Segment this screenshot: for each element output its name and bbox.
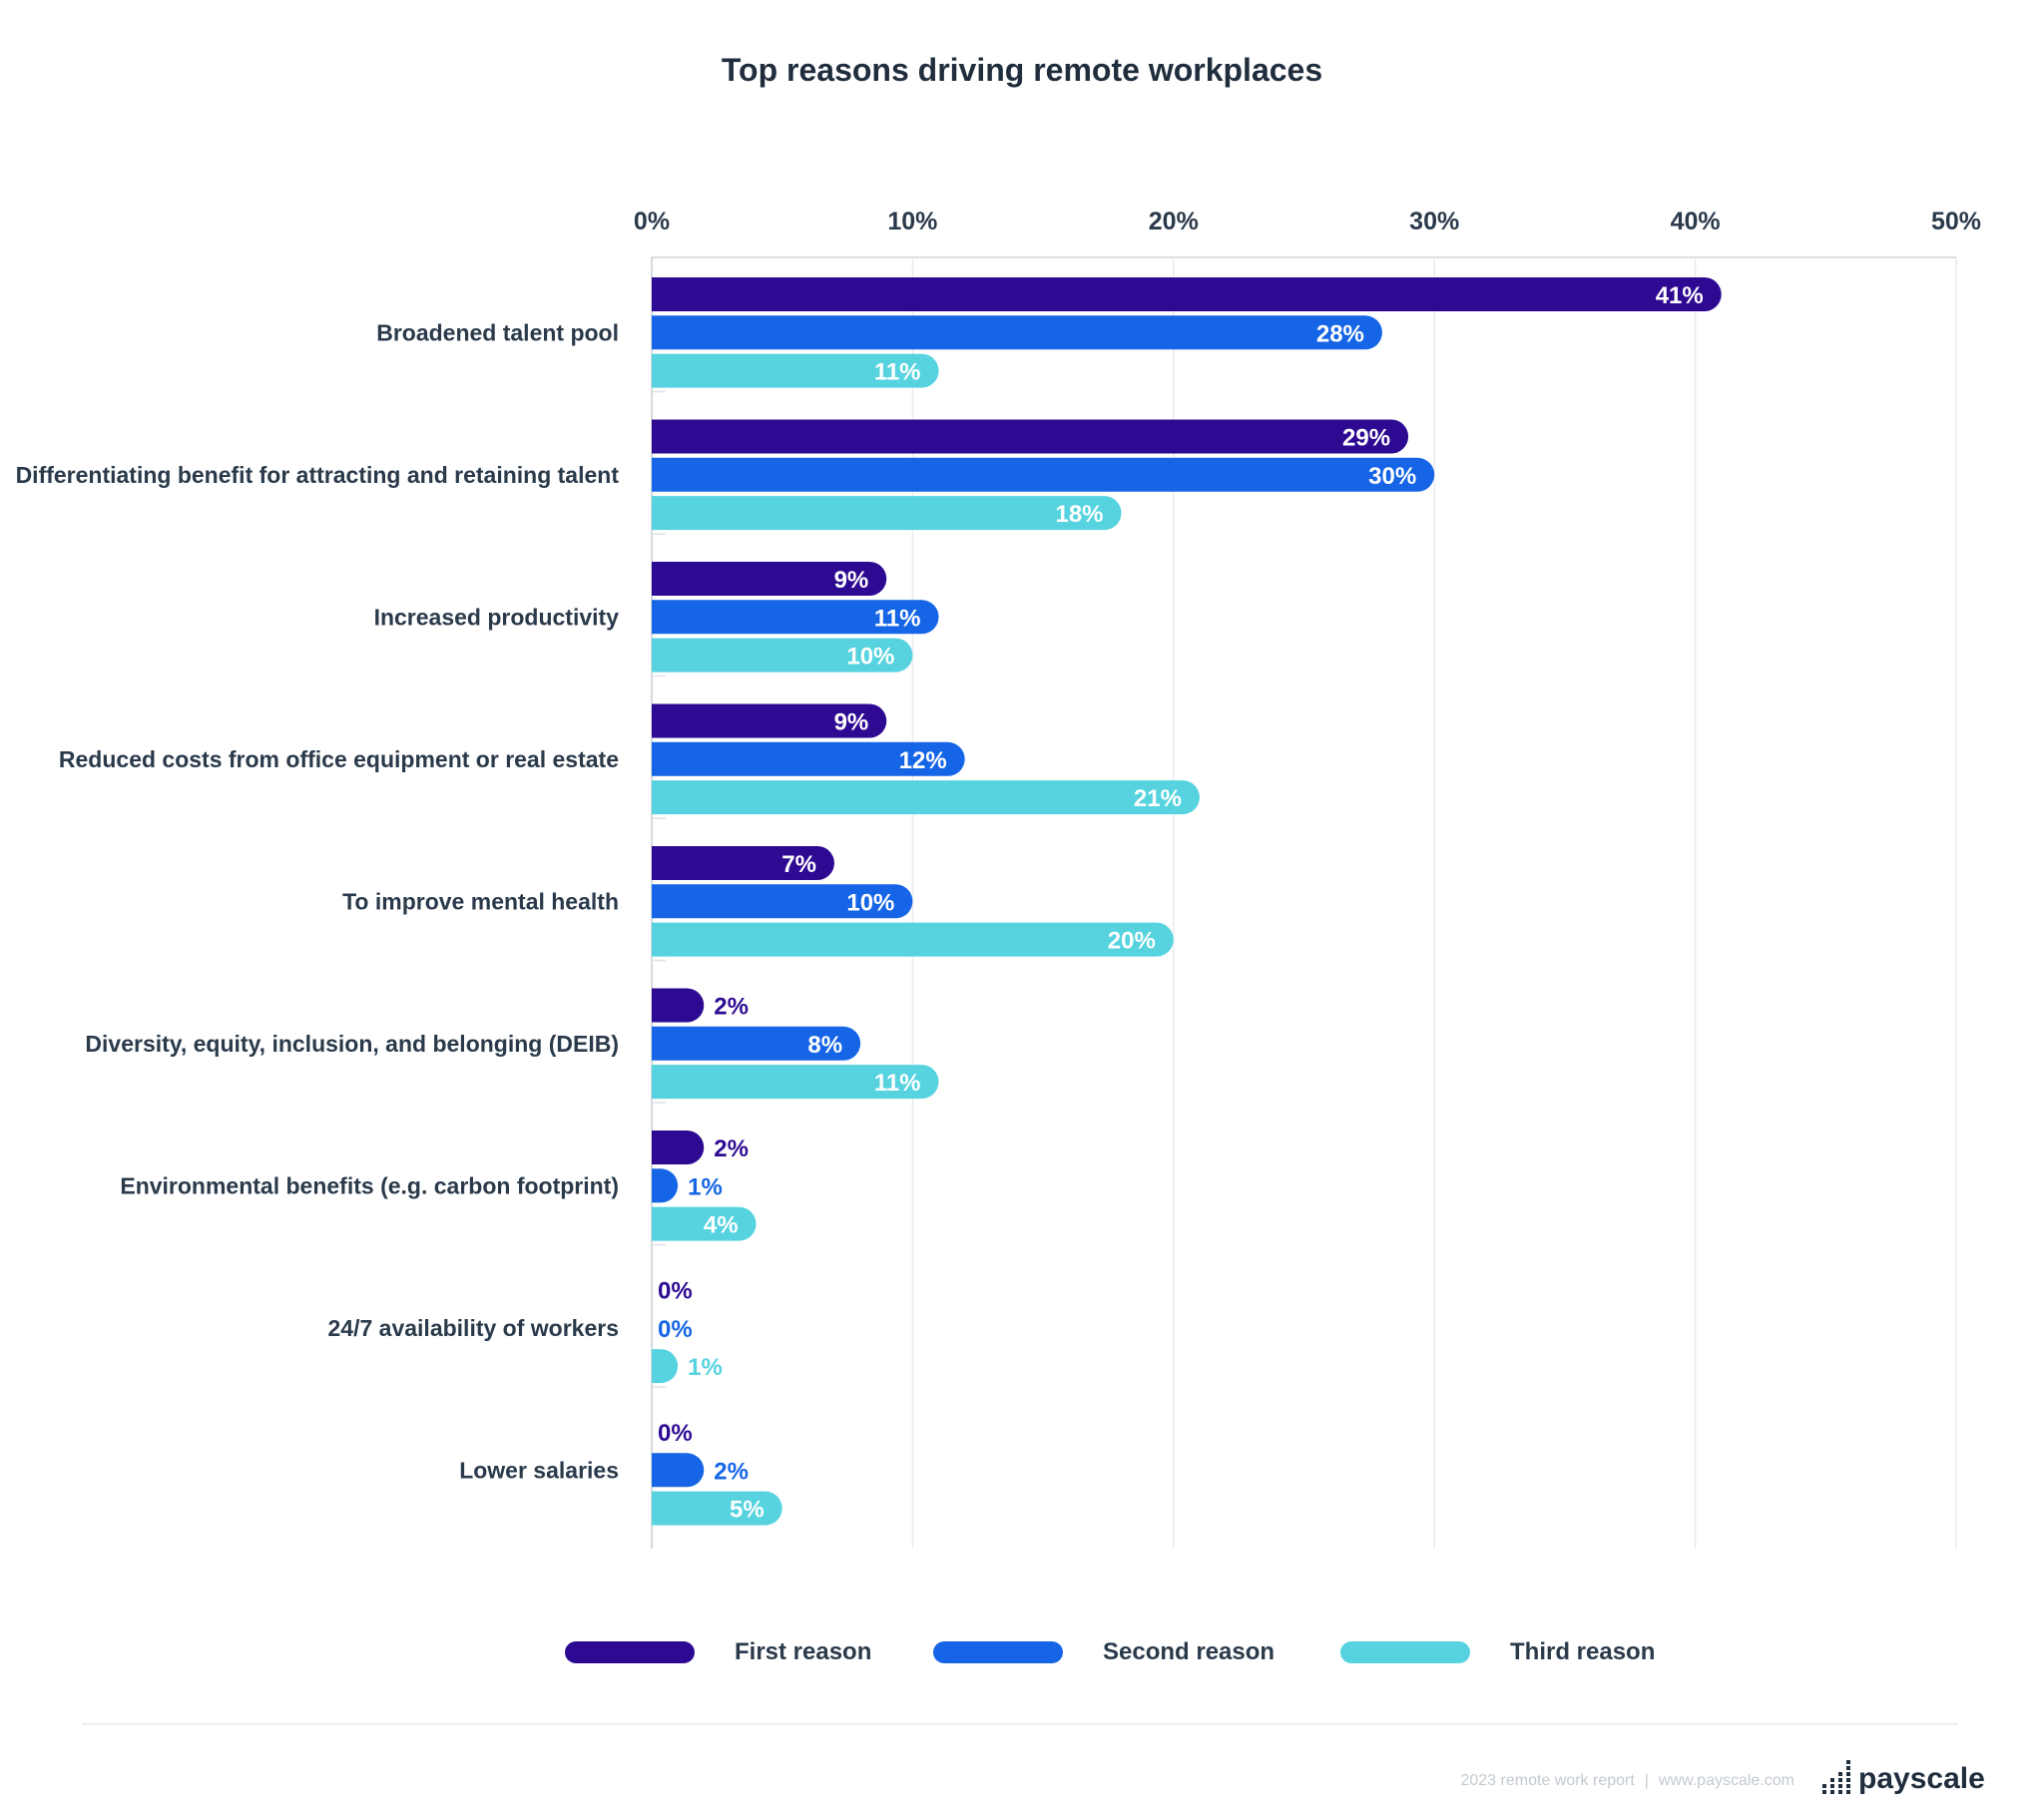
bar-value-label: 7% [781,851,816,878]
bar [652,1349,679,1384]
x-tick-label: 50% [1931,208,1981,235]
bar-value-label: 11% [874,605,921,632]
x-tick-label: 40% [1671,208,1721,235]
bar-value-label: 10% [846,644,894,671]
bar [652,496,1122,531]
category-label: 24/7 availability of workers [328,1315,619,1341]
category-labels: Broadened talent pool Differentiating ben… [16,319,620,1483]
legend-swatch-first [565,1641,695,1663]
category-label: Increased productivity [374,604,620,630]
legend-item-first-reason: First reason [565,1637,871,1667]
bar [652,419,1409,454]
bar-value-label: 9% [834,709,869,736]
bar-value-label: 28% [1316,320,1364,347]
bar [652,638,913,673]
bar [652,703,887,738]
bar-value-label: 5% [730,1497,765,1524]
bar [652,1168,679,1203]
bar [652,1206,757,1241]
x-tick-label: 10% [887,208,937,235]
legend-swatch-third [1340,1641,1470,1663]
bar-value-label: 9% [834,567,869,594]
bar-value-label: 4% [704,1212,739,1239]
legend-item-third-reason: Third reason [1340,1637,1655,1667]
bar-value-label: 8% [807,1032,842,1059]
footer-website: www.payscale.com [1658,1772,1794,1789]
category-label: Lower salaries [459,1457,619,1483]
bar [652,315,1382,350]
x-tick-label: 30% [1409,208,1459,235]
bar [652,457,1435,492]
bar [652,277,1722,311]
bar-value-label: 21% [1134,785,1182,812]
bar [652,846,834,880]
bar [652,1131,705,1164]
legend-label-third: Third reason [1510,1638,1656,1665]
bar [652,600,939,635]
category-label: Reduced costs from office equipment or r… [59,746,619,772]
bar-value-label: 11% [874,359,921,386]
x-axis-ticks: 0% 10% 20% 30% 40% 50% [634,208,1981,235]
legend-label-second: Second reason [1103,1638,1276,1665]
bar [652,780,1200,815]
bar [652,353,939,388]
bar [652,741,965,776]
payscale-logo: payscale [1822,1758,1985,1794]
bar-value-label: 20% [1108,928,1156,955]
bar-value-label: 30% [1368,463,1416,490]
bar-value-label: 2% [714,1458,749,1485]
bar-value-label: 11% [874,1070,921,1097]
x-tick-label: 20% [1149,208,1199,235]
footer-separator: | [1644,1772,1649,1789]
footer-credit: 2023 remote work report | www.payscale.com [1460,1772,1794,1790]
bar [652,922,1174,957]
bar-value-label: 1% [688,1354,723,1381]
bar-value-label: 1% [688,1173,723,1200]
category-label: Environmental benefits (e.g. carbon foot… [120,1172,619,1198]
bar [652,1026,861,1061]
chart-title: Top reasons driving remote workplaces [721,52,1323,88]
payscale-dots-icon [1822,1760,1850,1794]
category-label: Diversity, equity, inclusion, and belong… [85,1031,619,1057]
bar-value-label: 0% [658,1316,693,1343]
category-label: Differentiating benefit for attracting a… [16,462,620,488]
bar-value-label: 29% [1342,425,1390,452]
x-tick-label: 0% [634,208,670,235]
legend-label-first: First reason [735,1638,872,1665]
brand-name: payscale [1858,1762,1985,1795]
bars: 41% 29% 9% 9% 7% 2% 2% 0% 0% 28% 30% 11% 12% 10% 8% 1% 0… [652,277,1722,1526]
category-label: To improve mental health [342,888,619,914]
legend-swatch-second [933,1641,1063,1663]
bar-value-label: 12% [899,747,947,774]
bar-value-label: 0% [658,1420,693,1447]
legend-item-second-reason: Second reason [933,1637,1275,1667]
category-label: Broadened talent pool [376,319,619,345]
bar-value-label: 18% [1055,501,1103,528]
bar [652,1453,705,1488]
bar [652,988,705,1023]
bar-value-label: 2% [714,1135,749,1162]
bar [652,884,913,919]
footer-report: 2023 remote work report [1460,1772,1635,1789]
bar-value-label: 2% [714,994,749,1021]
bar [652,1065,939,1100]
footer-divider [82,1723,1958,1725]
bar [652,1491,782,1526]
bar-value-label: 0% [658,1278,693,1305]
bar-value-label: 41% [1656,282,1704,309]
bar [652,562,887,596]
bar-value-label: 10% [846,889,894,916]
